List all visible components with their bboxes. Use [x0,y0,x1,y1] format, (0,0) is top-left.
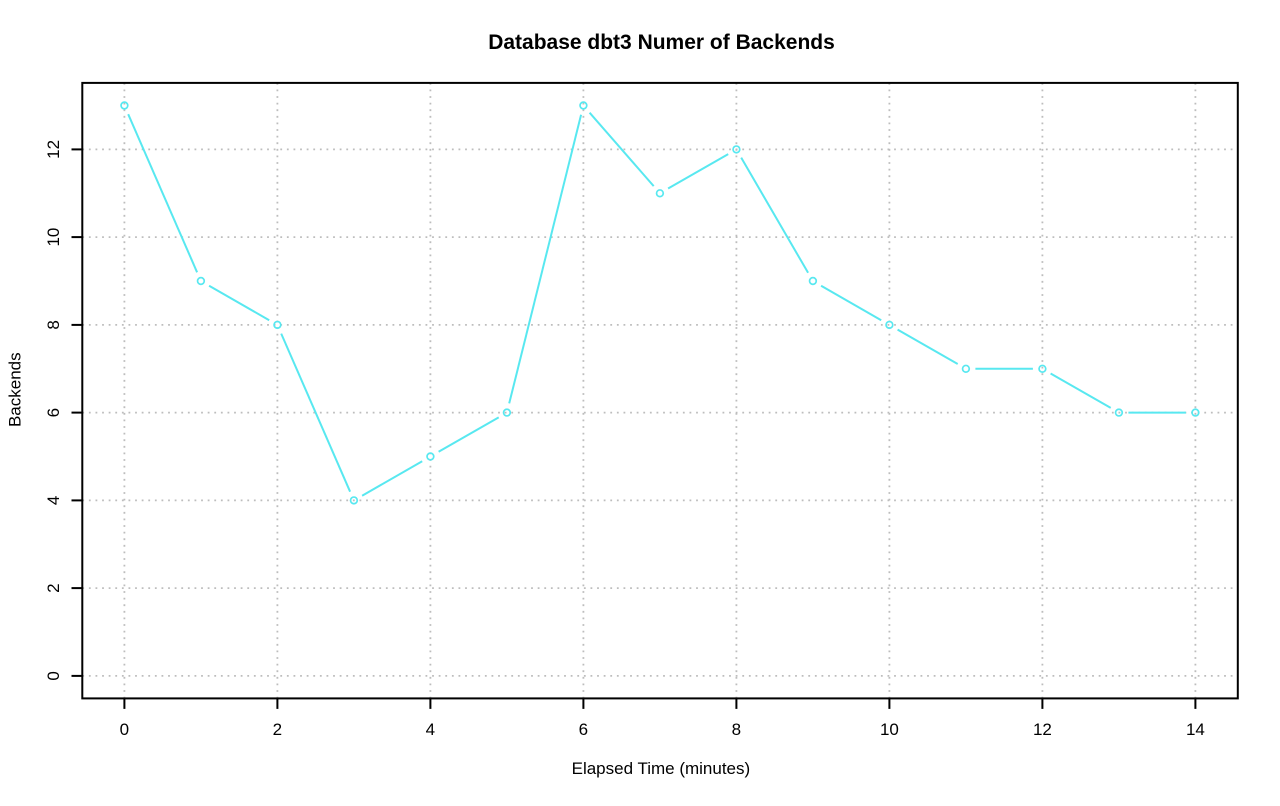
svg-text:Backends: Backends [5,352,24,427]
svg-text:2: 2 [44,583,63,592]
svg-text:12: 12 [1033,720,1052,739]
svg-text:8: 8 [732,720,741,739]
svg-text:14: 14 [1186,720,1205,739]
svg-text:Elapsed Time (minutes): Elapsed Time (minutes) [572,759,751,778]
svg-text:4: 4 [426,720,435,739]
svg-text:0: 0 [120,720,129,739]
svg-text:10: 10 [44,228,63,247]
svg-text:0: 0 [44,671,63,680]
svg-text:Database dbt3 Numer of Backend: Database dbt3 Numer of Backends [488,31,835,54]
svg-text:4: 4 [44,496,63,505]
svg-text:12: 12 [44,140,63,159]
svg-text:6: 6 [579,720,588,739]
svg-text:6: 6 [44,408,63,417]
svg-text:2: 2 [273,720,282,739]
svg-text:8: 8 [44,320,63,329]
svg-text:10: 10 [880,720,899,739]
